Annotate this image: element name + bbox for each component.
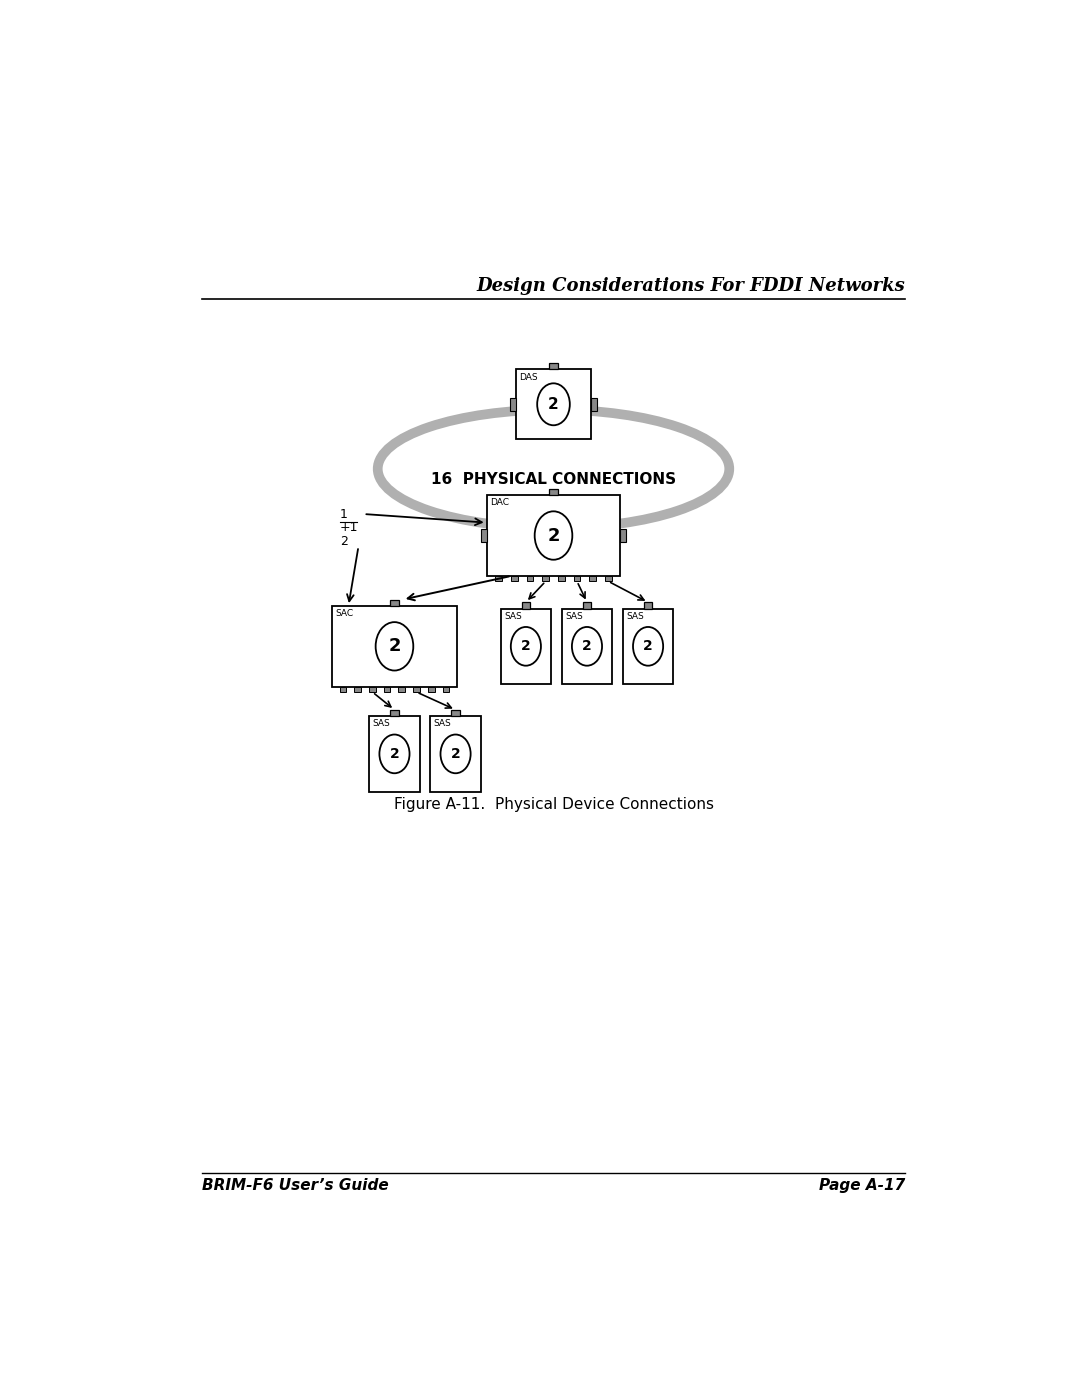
Text: SAC: SAC [335,609,353,619]
Bar [443,687,449,692]
Bar [550,363,557,369]
Text: Page A-17: Page A-17 [819,1178,905,1193]
Circle shape [511,627,541,666]
Text: 2: 2 [582,640,592,654]
Bar [383,687,391,692]
Text: 2: 2 [340,535,348,549]
Text: 2: 2 [390,747,400,761]
Circle shape [376,622,414,671]
Bar [590,576,596,581]
Bar [431,717,481,792]
Text: SAS: SAS [565,612,583,620]
Text: SAS: SAS [373,719,391,728]
Text: DAS: DAS [519,373,538,381]
Text: DAC: DAC [490,499,509,507]
Text: 2: 2 [450,747,460,761]
Text: SAS: SAS [504,612,522,620]
Bar [583,602,591,609]
Bar [496,576,502,581]
Bar [428,687,434,692]
Text: Design Considerations For FDDI Networks: Design Considerations For FDDI Networks [476,277,905,295]
Bar [558,576,565,581]
Text: SAS: SAS [626,612,644,620]
Text: BRIM-F6 User’s Guide: BRIM-F6 User’s Guide [202,1178,389,1193]
Bar [340,687,347,692]
Bar [522,602,530,609]
Bar [481,529,486,542]
Text: +1: +1 [340,521,359,535]
Circle shape [441,735,471,774]
Bar [390,599,399,606]
Bar [399,687,405,692]
Bar [573,576,580,581]
Bar [527,576,534,581]
Circle shape [535,511,572,560]
Bar [605,576,611,581]
Text: 16  PHYSICAL CONNECTIONS: 16 PHYSICAL CONNECTIONS [431,472,676,488]
Bar [486,495,620,576]
Text: Figure A-11.  Physical Device Connections: Figure A-11. Physical Device Connections [393,796,714,812]
Bar [591,398,597,411]
Text: 2: 2 [644,640,653,654]
Bar [620,529,626,542]
Bar [516,369,591,439]
Circle shape [379,735,409,774]
Bar [414,687,420,692]
Bar [369,717,420,792]
Bar [623,609,673,685]
Circle shape [537,383,570,425]
Text: 1: 1 [340,507,348,521]
Text: 2: 2 [548,527,559,545]
Bar [550,489,557,495]
Bar [562,609,612,685]
Text: SAS: SAS [434,719,451,728]
Bar [332,606,457,687]
Text: 2: 2 [388,637,401,655]
Bar [511,576,517,581]
Bar [510,398,516,411]
Circle shape [572,627,602,666]
Bar [542,576,549,581]
Text: 2: 2 [521,640,530,654]
Circle shape [633,627,663,666]
Bar [369,687,376,692]
Bar [644,602,652,609]
Bar [390,710,399,717]
Bar [451,710,460,717]
Bar [354,687,361,692]
Text: 2: 2 [549,397,558,412]
Bar [501,609,551,685]
